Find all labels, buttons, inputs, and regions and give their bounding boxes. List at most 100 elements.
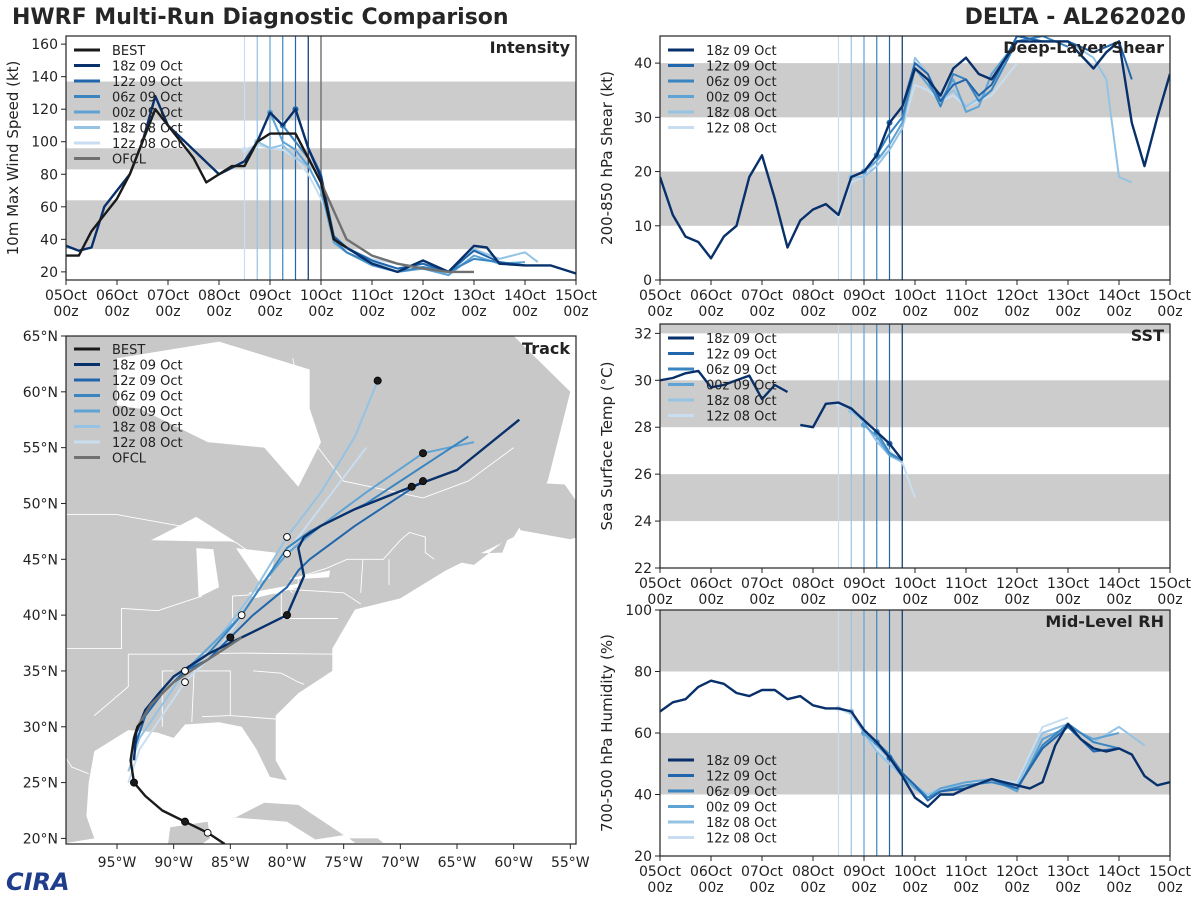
- legend-label: 18z 08 Oct: [706, 816, 777, 831]
- track-point-day: [226, 633, 235, 642]
- x-tick-label: 00z: [308, 304, 333, 320]
- y-tick-label: 20: [40, 265, 58, 281]
- page-title: HWRF Multi-Run Diagnostic Comparison: [12, 5, 509, 30]
- y-axis-label: 700-500 hPa Humidity (%): [598, 634, 616, 832]
- legend-label: 18z 09 Oct: [706, 332, 777, 347]
- political-border: [288, 588, 361, 605]
- x-tick-label: 05Oct: [45, 288, 88, 304]
- x-tick-label: 90°W: [154, 855, 193, 871]
- water-body: [196, 548, 219, 598]
- y-tick-label: 140: [31, 70, 58, 86]
- series-line: [875, 431, 903, 461]
- landmass: [168, 821, 210, 844]
- landmass: [231, 802, 344, 840]
- x-tick-label: 75°W: [324, 855, 363, 871]
- series-line: [863, 424, 903, 462]
- x-tick-label: 00z: [647, 304, 672, 320]
- x-tick-label: 00z: [1055, 304, 1080, 320]
- tracks-group: [127, 376, 521, 844]
- y-tick-label: 24: [634, 514, 652, 530]
- series-line: [800, 401, 904, 461]
- track-point-day: [418, 477, 427, 486]
- x-tick-label: 15Oct: [1149, 864, 1192, 880]
- track-point-night: [181, 667, 189, 675]
- x-tick-label: 12Oct: [996, 576, 1039, 592]
- legend-label: 06z 09 Oct: [112, 91, 183, 106]
- legend-label: 12z 09 Oct: [706, 348, 777, 363]
- x-tick-label: 00z: [53, 304, 78, 320]
- legend-label: 12z 09 Oct: [706, 60, 777, 75]
- legend-label: 12z 08 Oct: [706, 122, 777, 137]
- x-tick-label: 00z: [851, 880, 876, 896]
- x-tick-label: 14Oct: [504, 288, 547, 304]
- x-tick-label: 15Oct: [1149, 576, 1192, 592]
- y-tick-label: 20°N: [23, 831, 58, 847]
- track-point-night: [283, 533, 291, 541]
- x-tick-label: 10Oct: [894, 576, 937, 592]
- y-tick-label: 60: [634, 726, 652, 742]
- x-tick-label: 00z: [800, 880, 825, 896]
- legend-label: 12z 08 Oct: [112, 137, 183, 152]
- political-border: [292, 358, 514, 499]
- x-tick-label: 14Oct: [1098, 864, 1141, 880]
- x-tick-label: 07Oct: [741, 288, 784, 304]
- series-line: [888, 36, 1133, 124]
- x-tick-label: 06Oct: [96, 288, 139, 304]
- x-tick-label: 05Oct: [639, 864, 682, 880]
- legend-label: 06z 09 Oct: [112, 390, 183, 405]
- x-tick-label: 00z: [1055, 592, 1080, 608]
- x-tick-label: 14Oct: [1098, 288, 1141, 304]
- legend-label: 12z 08 Oct: [112, 436, 183, 451]
- legend-label: 00z 09 Oct: [706, 801, 777, 816]
- x-tick-label: 12Oct: [996, 864, 1039, 880]
- storm-id: DELTA - AL262020: [964, 5, 1186, 30]
- x-tick-label: 09Oct: [843, 864, 886, 880]
- y-tick-label: 45°N: [23, 552, 58, 568]
- panel-title: Mid-Level RH: [1045, 612, 1164, 631]
- series-group: [660, 36, 1170, 260]
- x-tick-label: 08Oct: [792, 288, 835, 304]
- x-tick-label: 00z: [1106, 592, 1131, 608]
- x-tick-label: 11Oct: [945, 576, 988, 592]
- legend-label: 06z 09 Oct: [706, 363, 777, 378]
- track-point-day: [373, 376, 382, 385]
- series-group: [66, 94, 576, 277]
- landmass: [502, 481, 576, 540]
- legend-label: 00z 09 Oct: [112, 106, 183, 121]
- x-tick-label: 13Oct: [1047, 288, 1090, 304]
- x-tick-label: 07Oct: [741, 576, 784, 592]
- x-tick-label: 00z: [1157, 592, 1182, 608]
- x-tick-label: 12Oct: [996, 288, 1039, 304]
- storm-track: [129, 720, 226, 844]
- y-tick-label: 25°N: [23, 776, 58, 792]
- x-tick-label: 11Oct: [945, 864, 988, 880]
- series-group: [660, 679, 1170, 808]
- x-tick-label: 06Oct: [690, 288, 733, 304]
- x-tick-label: 00z: [206, 304, 231, 320]
- x-tick-label: 00z: [749, 880, 774, 896]
- x-tick-label: 00z: [800, 304, 825, 320]
- track-point-day: [129, 778, 138, 787]
- y-tick-label: 30: [634, 373, 652, 389]
- x-tick-label: 15Oct: [555, 288, 598, 304]
- political-border: [230, 715, 276, 720]
- track-point-night: [283, 549, 291, 558]
- x-tick-label: 00z: [647, 592, 672, 608]
- y-tick-label: 55°N: [23, 441, 58, 457]
- series-line: [660, 40, 1170, 260]
- y-tick-label: 65°N: [23, 329, 58, 345]
- x-tick-label: 00z: [851, 304, 876, 320]
- x-tick-label: 00z: [800, 592, 825, 608]
- x-tick-label: 00z: [1004, 592, 1029, 608]
- x-tick-label: 00z: [749, 592, 774, 608]
- legend-label: 18z 08 Oct: [112, 421, 183, 436]
- y-tick-label: 35°N: [23, 664, 58, 680]
- threshold-band: [660, 380, 1170, 428]
- x-tick-label: 07Oct: [147, 288, 190, 304]
- x-tick-label: 09Oct: [249, 288, 292, 304]
- x-tick-label: 06Oct: [690, 864, 733, 880]
- water-body: [117, 341, 321, 487]
- track-point-day: [418, 449, 427, 458]
- threshold-band: [660, 610, 1170, 672]
